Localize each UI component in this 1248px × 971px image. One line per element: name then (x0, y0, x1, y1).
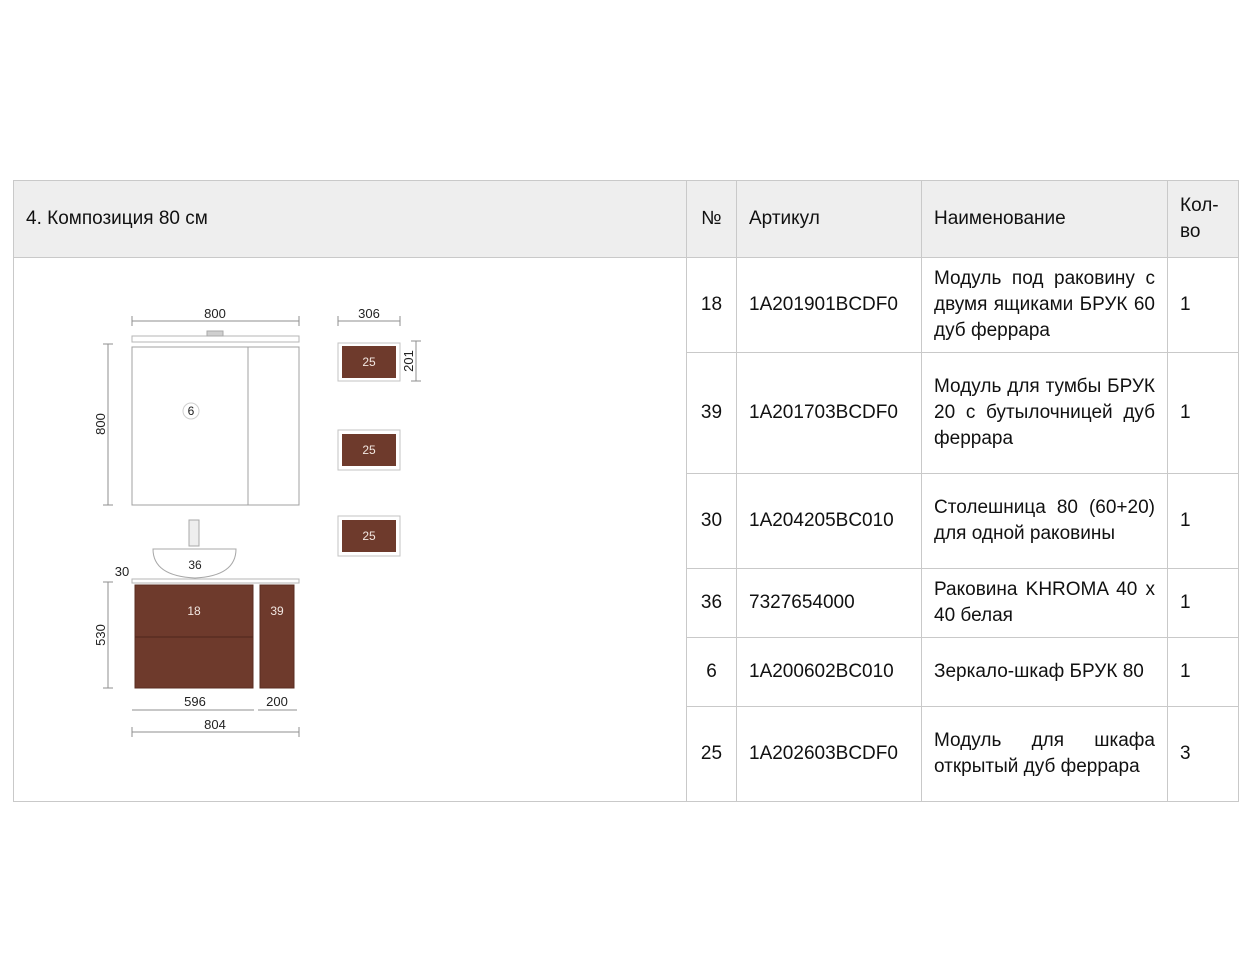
table-row: 39 1A201703BCDF0 Модуль для тумбы БРУК 2… (14, 352, 1239, 474)
column-header-name: Наименование (921, 180, 1168, 258)
row-number: 6 (686, 637, 737, 707)
mirror-label-circle (182, 402, 200, 420)
mirror-cabinet (131, 346, 300, 506)
dim-mirror-width: 800 (204, 306, 226, 321)
row-qty: 1 (1167, 637, 1239, 707)
row-qty: 1 (1167, 257, 1239, 353)
table-row: 6 25 25 25 (13, 257, 1239, 802)
composition-title: 4. Композиция 80 см (13, 180, 687, 258)
shelf-3-label: 25 (362, 529, 376, 543)
row-qty: 3 (1167, 706, 1239, 802)
mirror-label: 6 (188, 404, 195, 418)
mirror-top-light (131, 335, 300, 343)
dim-top-thickness: 30 (115, 564, 129, 579)
shelf-2-label: 25 (362, 443, 376, 457)
row-name: Модуль под раковину с двумя ящиками БРУК… (921, 257, 1168, 353)
row-name: Раковина KHROMA 40 x 40 белая (921, 568, 1168, 638)
composition-drawing: 6 25 25 25 (93, 306, 421, 737)
row-name: Модуль для шкафа открытый дуб феррара (921, 706, 1168, 802)
row-article: 1A201901BCDF0 (736, 257, 922, 353)
shelf-2 (342, 434, 396, 466)
table-row: 36 7327654000 Раковина KHROMA 40 x 40 бе… (14, 568, 1239, 638)
dim-mirror-height: 800 (93, 413, 108, 435)
faucet (188, 519, 200, 547)
table-header-row: 4. Композиция 80 см № Артикул Наименован… (13, 180, 1239, 258)
base-module-right (259, 584, 295, 689)
column-header-qty: Кол-во (1167, 180, 1239, 258)
row-number: 18 (686, 257, 737, 353)
row-article: 1A201703BCDF0 (736, 352, 922, 474)
dim-cabinet-height: 530 (93, 624, 108, 646)
dim-base-total-width: 804 (204, 717, 226, 732)
shelf-1 (342, 346, 396, 378)
row-article: 1A204205BC010 (736, 473, 922, 569)
countertop (131, 578, 300, 584)
row-number: 36 (686, 568, 737, 638)
row-name: Столешница 80 (60+20) для одной раковины (921, 473, 1168, 569)
row-number: 39 (686, 352, 737, 474)
row-name: Зеркало-шкаф БРУК 80 (921, 637, 1168, 707)
dim-shelf-height: 201 (401, 350, 416, 372)
base-module-right-label: 39 (270, 604, 284, 618)
composition-drawing-cell: 6 25 25 25 (13, 257, 687, 802)
row-article: 1A200602BC010 (736, 637, 922, 707)
shelf-1-label: 25 (362, 355, 376, 369)
dim-base-left-width: 596 (184, 694, 206, 709)
composition-table: 4. Композиция 80 см № Артикул Наименован… (13, 180, 1239, 802)
row-qty: 1 (1167, 473, 1239, 569)
table-row: 25 1A202603BCDF0 Модуль для шкафа открыт… (14, 706, 1239, 802)
row-article: 7327654000 (736, 568, 922, 638)
dim-base-right-width: 200 (266, 694, 288, 709)
sink (152, 548, 237, 579)
table-row: 6 1A200602BC010 Зеркало-шкаф БРУК 80 1 (14, 637, 1239, 707)
shelf-3 (342, 520, 396, 552)
open-shelf-modules: 25 25 25 (337, 342, 401, 557)
table-row: 30 1A204205BC010 Столешница 80 (60+20) д… (14, 473, 1239, 569)
row-number: 25 (686, 706, 737, 802)
row-qty: 1 (1167, 568, 1239, 638)
column-header-number: № (686, 180, 737, 258)
column-header-article: Артикул (736, 180, 922, 258)
row-number: 30 (686, 473, 737, 569)
row-qty: 1 (1167, 352, 1239, 474)
base-module-left-label: 18 (187, 604, 201, 618)
dim-shelf-width: 306 (358, 306, 380, 321)
row-article: 1A202603BCDF0 (736, 706, 922, 802)
sink-label: 36 (188, 558, 202, 572)
row-name: Модуль для тумбы БРУК 20 с бутылочницей … (921, 352, 1168, 474)
